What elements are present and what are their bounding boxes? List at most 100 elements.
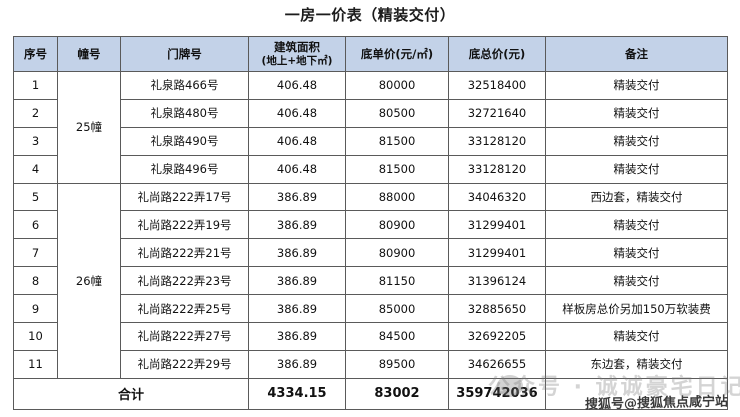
cell-remark: 精装交付 (545, 71, 728, 100)
table-row: 7 礼尚路222弄21号 386.89 80900 31299401 精装交付 (13, 238, 728, 268)
cell-index: 1 (13, 71, 58, 100)
cell-address: 礼尚路222弄27号 (120, 322, 249, 351)
cell-total-price: 32885650 (448, 294, 546, 324)
cell-total-total-price: 359742036 (448, 377, 546, 410)
cell-unit-price: 81500 (345, 126, 449, 156)
cell-remark: 精装交付 (545, 210, 728, 240)
cell-area: 386.89 (248, 266, 346, 296)
cell-area: 406.48 (248, 98, 346, 128)
cell-index: 9 (13, 294, 58, 324)
cell-total-price: 32518400 (448, 71, 546, 100)
cell-index: 6 (13, 210, 58, 240)
column-header-remark: 备注 (545, 36, 728, 72)
cell-unit-price: 81500 (345, 154, 449, 184)
table-row: 6 礼尚路222弄19号 386.89 80900 31299401 精装交付 (13, 210, 728, 240)
cell-unit-price: 80000 (345, 71, 449, 100)
cell-unit-price: 80900 (345, 210, 449, 240)
cell-remark: 精装交付 (545, 126, 728, 156)
page-title: 一房一价表（精装交付） (284, 6, 456, 24)
table-total-row: 合计 4334.15 83002 359742036 (13, 377, 728, 410)
cell-total-price: 33128120 (448, 126, 546, 156)
cell-total-price: 31299401 (448, 210, 546, 240)
cell-remark: 精装交付 (545, 154, 728, 184)
cell-index: 2 (13, 98, 58, 128)
cell-address: 礼尚路222弄23号 (120, 266, 249, 296)
cell-total-price: 34626655 (448, 349, 546, 379)
cell-address: 礼尚路222弄19号 (120, 210, 249, 240)
cell-address: 礼尚路222弄21号 (120, 238, 249, 268)
cell-address: 礼泉路490号 (120, 126, 249, 156)
table-row: 2 礼泉路480号 406.48 80500 32721640 精装交付 (13, 98, 728, 128)
cell-index: 7 (13, 238, 58, 268)
cell-unit-price: 89500 (345, 349, 449, 379)
cell-index: 4 (13, 154, 58, 184)
column-header-total-price: 底总价(元) (448, 36, 546, 72)
column-header-index: 序号 (13, 36, 58, 72)
cell-total-price: 31299401 (448, 238, 546, 268)
cell-area: 386.89 (248, 349, 346, 379)
table-row: 3 礼泉路490号 406.48 81500 33128120 精装交付 (13, 126, 728, 156)
cell-address: 礼泉路466号 (120, 71, 249, 100)
cell-unit-price: 84500 (345, 322, 449, 351)
cell-area: 406.48 (248, 126, 346, 156)
cell-index: 5 (13, 182, 58, 212)
table-row: 9 礼尚路222弄25号 386.89 85000 32885650 样板房总价… (13, 294, 728, 324)
cell-remark: 精装交付 (545, 98, 728, 128)
cell-unit-price: 80900 (345, 238, 449, 268)
cell-index: 10 (13, 322, 58, 351)
cell-address: 礼尚路222弄29号 (120, 349, 249, 379)
header-row: 序号 幢号 门牌号 建筑面积 (地上+地下㎡) 底单价(元/㎡) 底总价(元) … (13, 36, 728, 72)
cell-total-price: 32721640 (448, 98, 546, 128)
cell-remark: 样板房总价另加150万软装费 (545, 294, 728, 324)
cell-total-price: 31396124 (448, 266, 546, 296)
cell-address: 礼泉路480号 (120, 98, 249, 128)
cell-total-label: 合计 (13, 377, 249, 410)
cell-area: 386.89 (248, 182, 346, 212)
column-header-area-sub: (地上+地下㎡) (261, 54, 333, 67)
cell-unit-price: 88000 (345, 182, 449, 212)
cell-total-remark (545, 377, 728, 410)
table-body: 1 25幢 礼泉路466号 406.48 80000 32518400 精装交付… (13, 71, 728, 410)
cell-remark: 精装交付 (545, 266, 728, 296)
cell-unit-price: 80500 (345, 98, 449, 128)
cell-remark: 东边套，精装交付 (545, 349, 728, 379)
cell-building: 25幢 (57, 71, 121, 184)
cell-unit-price: 81150 (345, 266, 449, 296)
column-header-address: 门牌号 (120, 36, 249, 72)
cell-address: 礼尚路222弄17号 (120, 182, 249, 212)
price-table-container: 序号 幢号 门牌号 建筑面积 (地上+地下㎡) 底单价(元/㎡) 底总价(元) … (13, 36, 728, 410)
cell-area: 406.48 (248, 71, 346, 100)
cell-area: 386.89 (248, 238, 346, 268)
cell-total-area: 4334.15 (248, 377, 346, 410)
cell-index: 11 (13, 349, 58, 379)
cell-area: 386.89 (248, 294, 346, 324)
cell-area: 386.89 (248, 322, 346, 351)
cell-total-unit-price: 83002 (345, 377, 449, 410)
cell-remark: 精装交付 (545, 322, 728, 351)
table-row: 8 礼尚路222弄23号 386.89 81150 31396124 精装交付 (13, 266, 728, 296)
column-header-unit-price: 底单价(元/㎡) (345, 36, 449, 72)
table-header: 序号 幢号 门牌号 建筑面积 (地上+地下㎡) 底单价(元/㎡) 底总价(元) … (13, 36, 728, 72)
column-header-area: 建筑面积 (地上+地下㎡) (248, 36, 346, 72)
column-header-area-main: 建筑面积 (274, 40, 320, 55)
table-row: 1 25幢 礼泉路466号 406.48 80000 32518400 精装交付 (13, 71, 728, 184)
cell-remark: 精装交付 (545, 238, 728, 268)
cell-remark: 西边套，精装交付 (545, 182, 728, 212)
price-table: 序号 幢号 门牌号 建筑面积 (地上+地下㎡) 底单价(元/㎡) 底总价(元) … (13, 36, 728, 410)
cell-area: 406.48 (248, 154, 346, 184)
table-row: 5 26幢 礼尚路222弄17号 386.89 88000 34046320 西… (13, 182, 728, 379)
cell-index: 8 (13, 266, 58, 296)
table-row: 4 礼泉路496号 406.48 81500 33128120 精装交付 (13, 154, 728, 184)
cell-unit-price: 85000 (345, 294, 449, 324)
cell-address: 礼泉路496号 (120, 154, 249, 184)
table-row: 11 礼尚路222弄29号 386.89 89500 34626655 东边套，… (13, 349, 728, 379)
cell-total-price: 34046320 (448, 182, 546, 212)
cell-area: 386.89 (248, 210, 346, 240)
cell-building: 26幢 (57, 182, 121, 379)
cell-index: 3 (13, 126, 58, 156)
column-header-building: 幢号 (57, 36, 121, 72)
cell-address: 礼尚路222弄25号 (120, 294, 249, 324)
table-row: 10 礼尚路222弄27号 386.89 84500 32692205 精装交付 (13, 322, 728, 351)
cell-total-price: 32692205 (448, 322, 546, 351)
cell-total-price: 33128120 (448, 154, 546, 184)
